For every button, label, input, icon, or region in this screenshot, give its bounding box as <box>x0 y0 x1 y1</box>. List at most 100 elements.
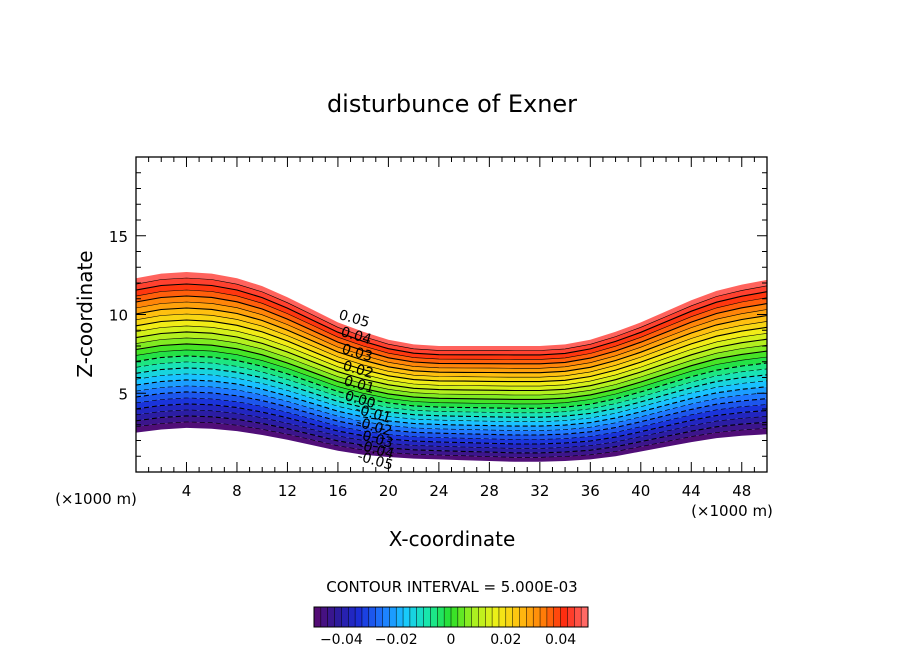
colorbar-swatch <box>574 607 582 627</box>
colorbar-swatch <box>348 607 356 627</box>
colorbar-swatch <box>505 607 514 627</box>
colorbar-tick-label: 0.04 <box>545 632 576 648</box>
contour-band <box>136 385 767 435</box>
contour-line-labels: 0.050.040.030.020.010.00-0.01-0.02-0.03-… <box>337 307 396 474</box>
contour-line-positive <box>136 313 767 378</box>
y-axis-label: Z-coordinate <box>73 250 97 377</box>
x-axis-unit-right: (×1000 m) <box>691 502 773 520</box>
colorbar-swatch <box>526 607 534 627</box>
colorbar-swatch <box>341 607 349 627</box>
contour-band <box>136 421 767 462</box>
colorbar-swatch <box>498 607 507 627</box>
contour-band <box>136 373 767 427</box>
colorbar-swatch <box>560 607 568 627</box>
contour-interval-text: CONTOUR INTERVAL = 5.000E-03 <box>326 578 577 596</box>
colorbar-swatch <box>382 607 390 627</box>
x-tick-label: 24 <box>429 482 448 500</box>
colorbar-swatch <box>533 607 541 627</box>
contour-band <box>136 379 767 431</box>
contour-line-negative <box>136 373 767 422</box>
x-axis-label: X-coordinate <box>389 527 516 551</box>
x-tick-label: 16 <box>328 482 347 500</box>
x-tick-label: 32 <box>530 482 549 500</box>
colorbar-swatch <box>512 607 520 627</box>
colorbar-tick-label: 0.02 <box>490 632 521 648</box>
contour-band <box>136 361 767 418</box>
colorbar-swatch <box>334 607 342 627</box>
x-tick-label: 12 <box>278 482 297 500</box>
contour-line-positive <box>136 277 767 351</box>
colorbar <box>313 606 589 628</box>
contour-band <box>136 409 767 453</box>
contour-line-negative <box>136 385 767 431</box>
x-tick-label: 36 <box>581 482 600 500</box>
y-tick-label: 15 <box>109 228 128 246</box>
x-tick-label: 40 <box>631 482 650 500</box>
contour-line-positive <box>136 289 767 360</box>
colorbar-tick-labels: −0.04 −0.02 0 0.02 0.04 <box>320 632 576 648</box>
colorbar-swatch <box>423 607 431 627</box>
contour-line-positive <box>136 319 767 383</box>
contour-band <box>136 397 767 444</box>
colorbar-swatch <box>389 607 397 627</box>
contour-line-positive <box>136 301 767 369</box>
x-tick-label: 8 <box>232 482 242 500</box>
colorbar-swatch <box>320 607 329 627</box>
colorbar-swatch <box>368 607 377 627</box>
colorbar-swatch <box>567 607 575 627</box>
colorbar-swatch <box>581 607 589 627</box>
colorbar-swatch <box>444 607 452 627</box>
colorbar-swatch <box>361 607 370 627</box>
contour-line-positive <box>136 295 767 365</box>
colorbar-swatch <box>314 607 322 627</box>
contour-band <box>136 415 767 458</box>
contour-line-positive <box>136 337 767 396</box>
colorbar-tick-label: −0.02 <box>375 632 418 648</box>
colorbar-swatch <box>478 607 486 627</box>
contour-line-positive <box>136 325 767 387</box>
contour-line-negative <box>136 421 767 458</box>
colorbar-swatch <box>492 607 500 627</box>
x-tick-label: 28 <box>480 482 499 500</box>
x-axis-unit-left: (×1000 m) <box>55 490 137 508</box>
contour-band <box>136 367 767 422</box>
colorbar-swatch <box>485 607 493 627</box>
contour-line-negative <box>136 361 767 414</box>
y-axis-ticks: 5 10 15 <box>109 172 767 457</box>
contour-line-negative <box>136 397 767 440</box>
contour-line-positive <box>136 331 767 392</box>
x-tick-label: 48 <box>732 482 751 500</box>
colorbar-swatch <box>416 607 424 627</box>
colorbar-swatch <box>355 607 363 627</box>
contour-band <box>136 355 767 413</box>
contour-band <box>136 331 767 395</box>
contour-line-negative <box>136 355 767 409</box>
contour-line-negative <box>136 415 767 454</box>
colorbar-swatch <box>409 607 418 627</box>
contour-line-positive <box>136 343 767 400</box>
contour-lines <box>136 277 767 458</box>
x-axis-ticks: 4 8 12 16 20 24 28 32 36 40 44 48 <box>148 157 755 500</box>
colorbar-swatch <box>457 607 466 627</box>
contour-band <box>136 349 767 409</box>
colorbar-swatch <box>396 607 404 627</box>
contour-line-negative <box>136 379 767 427</box>
colorbar-swatch <box>464 607 472 627</box>
colorbar-swatch <box>553 607 561 627</box>
contour-band <box>136 391 767 440</box>
colorbar-swatch <box>451 607 459 627</box>
contour-line-positive <box>136 307 767 374</box>
contour-band <box>136 343 767 404</box>
y-tick-label: 5 <box>118 385 128 403</box>
contour-line-positive <box>136 283 767 356</box>
colorbar-swatch <box>327 607 335 627</box>
x-tick-label: 20 <box>379 482 398 500</box>
colorbar-swatch <box>375 607 383 627</box>
contour-band <box>136 403 767 449</box>
contour-line-negative <box>136 391 767 436</box>
colorbar-swatch <box>403 607 411 627</box>
colorbar-swatch <box>437 607 445 627</box>
y-tick-label: 10 <box>109 307 128 325</box>
colorbar-swatch <box>471 607 479 627</box>
